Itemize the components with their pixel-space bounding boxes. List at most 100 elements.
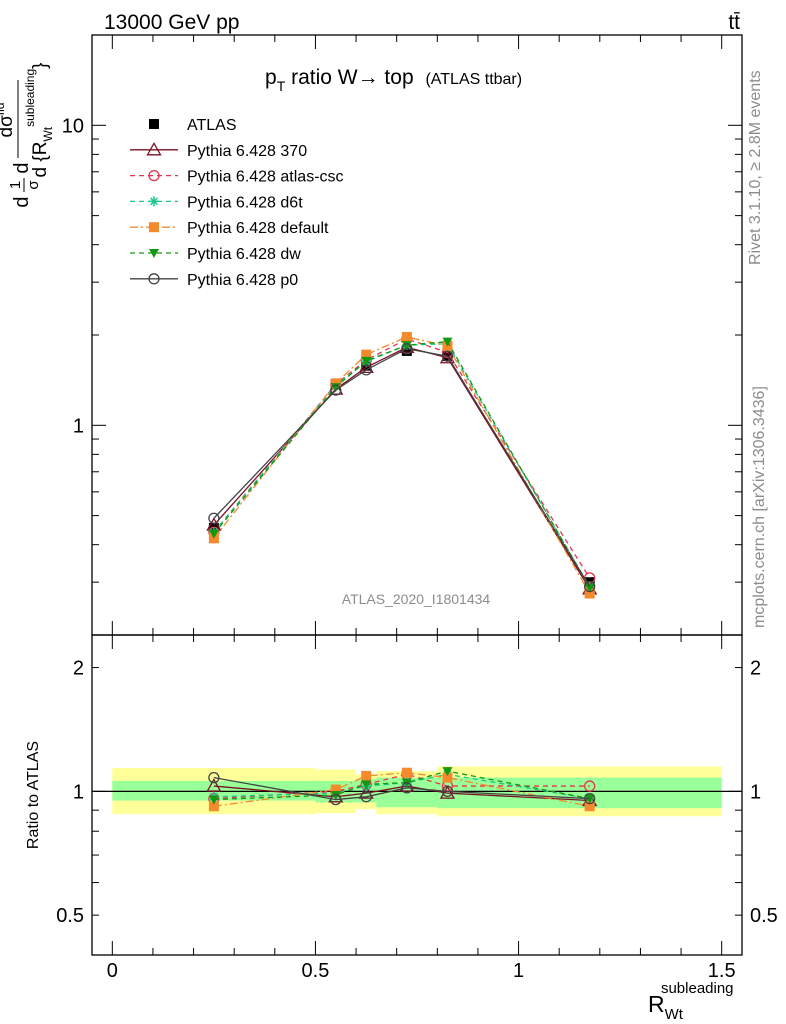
ratio-point-pythia-6-428-p0-5 <box>584 792 596 805</box>
ratio-point-pythia-6-428-p0-1 <box>330 793 342 806</box>
svg-text:d: d <box>11 196 33 207</box>
ratio-point-pythia-6-428-default-0 <box>208 801 219 812</box>
legend-marker-pythia-6-428-d6t <box>149 196 159 207</box>
main-point-pythia-6-428-p0-3 <box>401 343 413 355</box>
ylabel-close: } <box>30 62 51 68</box>
mcplots-label: mcplots.cern.ch [arXiv:1306.3436] <box>751 386 768 628</box>
title-paren: (ATLAS ttbar) <box>425 71 522 88</box>
main-panel: 1 10 pT ratio W→ top (ATLAS ttbar) d 1 σ … <box>0 34 743 636</box>
main-point-pythia-6-428-p0-4 <box>441 350 454 362</box>
legend-marker-pythia-6-428-p0 <box>148 273 160 285</box>
main-y-tick-label-1: 10 <box>62 115 84 137</box>
title-p: p <box>265 66 277 89</box>
ratio-series-line-pythia-6-428-370 <box>213 785 590 802</box>
ratio-point-pythia-6-428-default-5 <box>584 801 595 812</box>
ratio-y-tick-label-1: 1 <box>73 781 84 803</box>
ratio-series-line-pythia-6-428-p0 <box>213 776 590 801</box>
ratio-point-pythia-6-428-default-3 <box>401 767 412 778</box>
legend-marker-pythia-6-428-370 <box>146 141 162 156</box>
main-series-line-pythia-6-428-370 <box>213 346 591 590</box>
main-point-pythia-6-428-dw-3 <box>401 341 412 351</box>
ylabel-sigma: σ <box>25 180 42 190</box>
x-tick-label-1: 0.5 <box>302 960 330 982</box>
ratio-y-label: Ratio to ATLAS <box>25 741 42 849</box>
ylabel-dR: d {R <box>30 142 51 178</box>
ratio-y-tick-label-right-2: 2 <box>750 658 761 680</box>
ratio-y-tick-label-right-0: 0.5 <box>750 905 778 927</box>
ylabel-d2: d <box>11 162 33 173</box>
title-main: ratio W <box>285 66 358 89</box>
ratio-frame <box>91 634 743 956</box>
legend-marker-atlas <box>149 119 159 129</box>
main-series-line-pythia-6-428-dw <box>213 341 591 588</box>
ratio-series-line-pythia-6-428-d6t <box>213 773 590 800</box>
ylabel-sub: Wt <box>41 126 55 141</box>
analysis-watermark: ATLAS_2020_I1801434 <box>342 591 491 607</box>
legend-marker-pythia-6-428-atlas-csc <box>148 169 160 182</box>
ylabel-sup: subleading <box>23 69 37 127</box>
x-tick-label-0: 0 <box>107 960 118 982</box>
ylabel-fid: fid <box>0 103 7 116</box>
main-point-pythia-6-428-p0-2 <box>360 364 372 376</box>
main-y-tick-label-0: 1 <box>73 415 84 437</box>
y-axis-label: d 1 σ d dσfid d {RWt subleading} <box>0 62 55 207</box>
ratio-series-line-pythia-6-428-default <box>213 772 590 807</box>
ratio-y-tick-label-right-1: 1 <box>750 781 761 803</box>
ratio-y-tick-label-0: 0.5 <box>56 905 84 927</box>
ratio-point-pythia-6-428-default-4 <box>442 772 453 783</box>
title-target: top <box>379 66 414 89</box>
legend-label-pythia-6-428-p0: Pythia 6.428 p0 <box>187 272 298 289</box>
ylabel-frac: 1 <box>7 181 24 189</box>
ratio-point-pythia-6-428-p0-2 <box>360 791 372 803</box>
legend-label-pythia-6-428-dw: Pythia 6.428 dw <box>187 246 301 263</box>
main-point-pythia-6-428-default-3 <box>401 331 412 342</box>
ratio-point-pythia-6-428-p0-0 <box>208 771 220 784</box>
rivet-label: Rivet 3.1.10, ≥ 2.8M events <box>747 70 764 265</box>
legend-label-pythia-6-428-default: Pythia 6.428 default <box>187 220 329 237</box>
ratio-point-pythia-6-428-dw-4 <box>442 767 453 777</box>
xlabel-R: R <box>648 991 665 1017</box>
x-axis-label: RWt subleading <box>648 980 734 1023</box>
main-point-pythia-6-428-p0-0 <box>208 512 220 524</box>
x-tick-label-2: 1 <box>513 960 524 982</box>
ratio-point-pythia-6-428-dw-5 <box>584 794 595 804</box>
main-series-line-pythia-6-428-d6t <box>213 343 591 587</box>
legend-marker-pythia-6-428-dw <box>149 249 159 258</box>
main-point-pythia-6-428-dw-0 <box>208 529 219 539</box>
process-label: tt̄ <box>728 11 740 34</box>
plot-title: pT ratio W→ top (ATLAS ttbar) <box>265 66 522 94</box>
legend-label-atlas: ATLAS <box>187 117 237 134</box>
ratio-point-pythia-6-428-default-2 <box>361 770 372 781</box>
title-arrow: → <box>358 66 379 89</box>
main-series-line-pythia-6-428-default <box>213 336 591 594</box>
main-series-line-pythia-6-428-atlas-csc <box>213 338 591 579</box>
x-tick-label-3: 1.5 <box>708 960 736 982</box>
main-point-pythia-6-428-p0-1 <box>330 384 342 396</box>
xlabel-sub: Wt <box>665 1006 684 1023</box>
main-series-line-pythia-6-428-p0 <box>213 348 591 587</box>
svg-text:d {RWtsubleading}: d {RWt subleading} <box>23 62 55 177</box>
ratio-point-pythia-6-428-atlas-csc-5 <box>584 780 596 792</box>
svg-text:dσfid: dσfid <box>0 103 17 138</box>
energy-label: 13000 GeV pp <box>104 11 239 34</box>
title-p-sub: T <box>277 78 286 94</box>
ratio-point-pythia-6-428-default-1 <box>330 784 341 795</box>
ratio-point-pythia-6-428-dw-1 <box>330 790 341 800</box>
ratio-point-pythia-6-428-p0-4 <box>441 785 454 798</box>
legend-marker-pythia-6-428-default <box>149 222 159 233</box>
ylabel-dsig: dσ <box>0 115 17 138</box>
main-point-pythia-6-428-dw-2 <box>361 356 372 366</box>
ylabel-d1: d <box>11 196 33 207</box>
legend-label-pythia-6-428-370: Pythia 6.428 370 <box>187 143 307 160</box>
main-point-pythia-6-428-default-5 <box>584 588 595 599</box>
ratio-point-pythia-6-428-dw-0 <box>208 795 219 805</box>
ratio-point-pythia-6-428-p0-3 <box>401 782 413 794</box>
main-point-atlas-3 <box>401 345 412 356</box>
ratio-y-tick-label-2: 2 <box>73 658 84 680</box>
xlabel-sup: subleading <box>661 980 734 997</box>
ratio-point-pythia-6-428-370-4 <box>439 785 456 799</box>
legend-label-pythia-6-428-d6t: Pythia 6.428 d6t <box>187 194 303 211</box>
legend: ATLAS Pythia 6.428 370 Pythia 6.428 atlas-… <box>130 117 344 289</box>
main-point-pythia-6-428-dw-5 <box>584 583 595 593</box>
